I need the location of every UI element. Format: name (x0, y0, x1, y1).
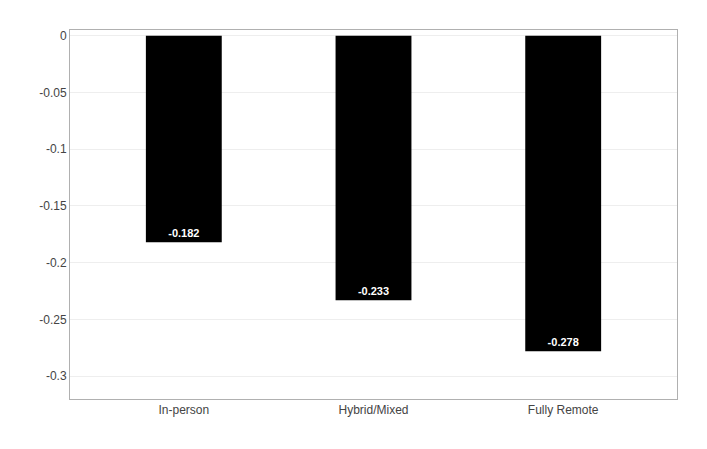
svg-text:-0.1: -0.1 (46, 142, 67, 156)
svg-text:-0.233: -0.233 (358, 285, 389, 297)
svg-text:Hybrid/Mixed: Hybrid/Mixed (338, 403, 408, 417)
svg-text:Fully Remote: Fully Remote (528, 403, 599, 417)
svg-text:-0.15: -0.15 (39, 199, 67, 213)
svg-text:-0.3: -0.3 (46, 369, 67, 383)
svg-text:0: 0 (60, 29, 67, 43)
svg-text:-0.05: -0.05 (39, 86, 67, 100)
svg-text:-0.182: -0.182 (168, 227, 199, 239)
svg-text:-0.25: -0.25 (39, 313, 67, 327)
svg-text:-0.2: -0.2 (46, 256, 67, 270)
svg-text:In-person: In-person (158, 403, 209, 417)
svg-text:-0.278: -0.278 (548, 336, 579, 348)
